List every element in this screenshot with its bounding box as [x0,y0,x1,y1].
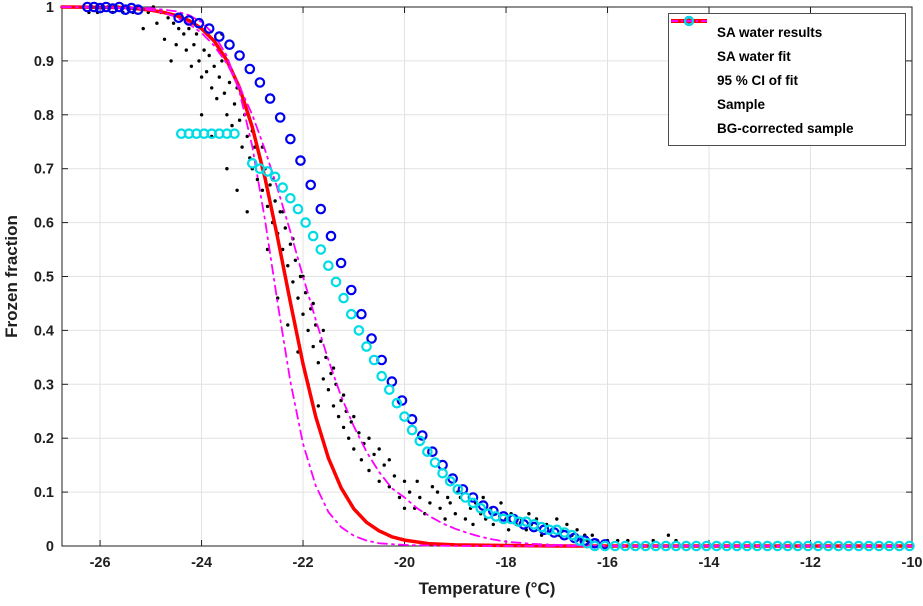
svg-text:0.3: 0.3 [34,377,54,393]
svg-text:0: 0 [46,539,54,555]
legend-item-sa-water-fit: SA water fit [669,19,905,68]
svg-text:1: 1 [46,0,54,16]
legend-label: SA water fit [717,48,791,64]
legend-label: BG-corrected sample [717,120,854,136]
svg-text:-14: -14 [699,555,720,571]
legend-item-bg-corrected-sample: BG-corrected sample [669,15,905,140]
svg-text:0.2: 0.2 [34,431,54,447]
svg-text:-10: -10 [902,555,923,571]
svg-text:0.9: 0.9 [34,54,54,70]
svg-text:-22: -22 [293,555,314,571]
svg-text:-18: -18 [496,555,517,571]
series-bg-corrected-sample [176,128,915,552]
svg-text:0.8: 0.8 [34,108,54,124]
legend-label: 95 % CI of fit [717,72,799,88]
y-tick-labels: 0 0.1 0.2 0.3 0.4 0.5 0.6 0.7 0.8 0.9 1 [34,0,54,555]
svg-text:0.5: 0.5 [34,270,54,286]
svg-text:-20: -20 [394,555,415,571]
y-axis-label: Frozen fraction [2,215,21,338]
svg-text:-12: -12 [800,555,821,571]
series-95-ci-of-fit [61,6,913,547]
series-sample [82,1,611,550]
svg-text:0.1: 0.1 [34,485,54,501]
legend-label: Sample [717,96,766,112]
legend-item-sample: Sample [669,15,905,116]
legend: SA water results SA water fit 95 % CI of… [668,13,906,146]
legend-item-ci-of-fit: 95 % CI of fit [669,20,905,92]
x-axis-label: Temperature (°C) [419,579,556,598]
x-tick-labels: -26 -24 -22 -20 -18 -16 -14 -12 -10 [90,555,923,571]
legend-label: SA water results [717,24,823,40]
svg-text:0.7: 0.7 [34,162,54,178]
grid-lines [62,6,913,547]
svg-text:-26: -26 [90,555,111,571]
svg-text:0.6: 0.6 [34,216,54,232]
svg-text:-16: -16 [597,555,618,571]
svg-text:0.4: 0.4 [34,323,54,339]
svg-text:-24: -24 [191,555,212,571]
